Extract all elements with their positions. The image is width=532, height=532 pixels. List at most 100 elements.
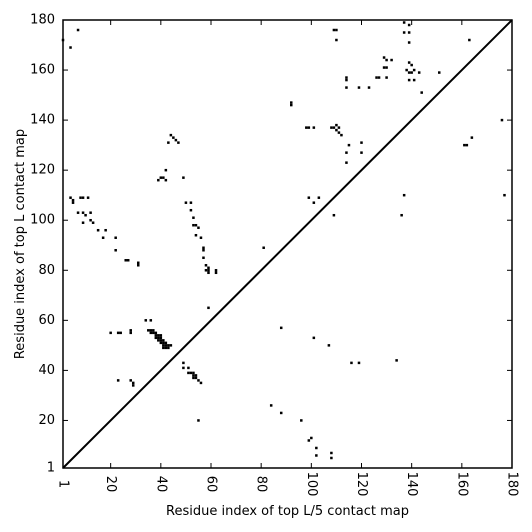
contact-point-top-l [402,21,406,24]
contact-point-top-l [189,208,193,212]
y-tick-label: 140 [30,113,55,128]
y-tick-label: 40 [38,363,55,378]
contact-point-top-l [503,193,506,197]
contact-point-top-l [167,141,170,144]
contact-point-top-l [407,61,411,64]
contact-point-top-l [104,228,107,232]
contact-point-top-l [463,143,466,147]
contact-point-top-l5 [330,451,333,455]
contact-point-top-l5 [194,374,198,377]
contact-point-top-l [197,226,200,229]
contact-point-top-l [290,101,293,104]
contact-point-top-l5 [315,454,318,457]
contact-point-top-l [81,221,85,224]
contact-point-top-l5 [192,374,195,377]
contact-point-top-l [468,38,471,42]
contact-point-top-l5 [131,384,135,387]
contact-point-top-l [262,246,265,249]
contact-point-top-l [162,176,165,179]
contact-point-top-l [345,151,348,154]
contact-point-top-l5 [187,366,190,370]
contact-point-top-l [207,271,210,275]
contact-point-top-l [402,31,406,34]
contact-point-top-l [126,259,130,262]
contact-point-top-l5 [109,331,112,335]
y-tick-label: 120 [30,163,55,178]
contact-point-top-l [214,271,218,275]
contact-point-top-l5 [192,376,195,380]
contact-point-top-l5 [129,329,132,332]
contact-point-top-l [357,86,361,89]
contact-point-top-l [420,91,423,94]
contact-point-top-l [194,233,198,237]
contact-point-top-l [199,236,203,239]
contact-point-top-l5 [119,331,122,335]
contact-point-top-l [360,141,363,144]
contact-point-top-l5 [182,361,185,365]
contact-point-top-l [194,223,198,227]
contact-point-top-l [405,68,408,72]
contact-point-top-l [400,213,403,217]
contact-point-top-l [164,168,168,172]
contact-point-top-l [385,76,388,79]
contact-point-top-l [84,213,87,217]
contact-point-top-l5 [154,334,158,337]
x-tick-label: 20 [103,476,118,493]
y-tick-label: 80 [38,263,55,278]
contact-point-top-l [169,133,173,137]
contact-point-top-l [101,236,105,239]
contact-point-top-l5 [300,419,303,422]
x-tick-label: 180 [505,472,520,497]
contact-point-top-l [305,126,308,129]
contact-point-top-l [202,246,205,249]
contact-point-top-l [214,269,218,272]
contact-point-top-l [71,198,75,202]
contact-point-top-l [407,78,411,82]
contact-point-top-l5 [315,446,318,450]
contact-point-top-l5 [312,336,316,340]
contact-point-top-l [360,151,363,154]
contact-point-top-l [312,126,316,129]
contact-point-top-l [412,78,416,82]
contact-point-top-l [417,71,421,74]
contact-point-top-l [79,196,82,199]
contact-point-top-l5 [207,306,210,310]
contact-point-top-l5 [199,381,203,385]
contact-point-top-l [290,103,293,107]
y-tick-label: 60 [38,313,55,328]
y-tick-label: 160 [30,63,55,78]
x-tick-label: 80 [254,476,269,493]
contact-point-top-l [89,218,92,222]
contact-point-top-l [340,133,343,137]
contact-point-top-l5 [159,339,163,342]
contact-point-top-l [114,249,117,252]
contact-point-top-l5 [129,331,132,335]
contact-point-top-l [500,118,504,122]
x-axis-title: Residue index of top L/5 contact map [166,504,409,519]
contact-point-top-l [202,256,205,260]
contact-point-top-l [81,211,85,214]
contact-point-top-l5 [327,344,331,347]
contact-point-top-l [385,66,388,69]
contact-point-top-l [96,228,100,232]
contact-point-top-l5 [164,346,168,350]
contact-point-top-l [407,31,411,34]
contact-point-top-l5 [116,379,120,382]
contact-point-top-l [76,211,80,214]
contact-point-top-l [470,136,474,139]
contact-point-top-l [307,126,311,129]
contact-point-top-l5 [182,366,185,370]
contact-point-top-l [159,176,163,179]
x-tick-label: 1 [56,480,71,488]
contact-point-top-l [207,269,210,272]
contact-point-top-l5 [167,346,170,350]
contact-point-top-l [412,68,416,72]
contact-point-top-l [204,264,208,267]
contact-point-top-l [312,201,316,204]
contact-point-top-l5 [157,339,160,342]
contact-point-top-l [407,23,411,27]
contact-point-top-l5 [330,456,333,460]
contact-point-top-l5 [169,344,173,347]
contact-point-top-l5 [269,404,273,407]
